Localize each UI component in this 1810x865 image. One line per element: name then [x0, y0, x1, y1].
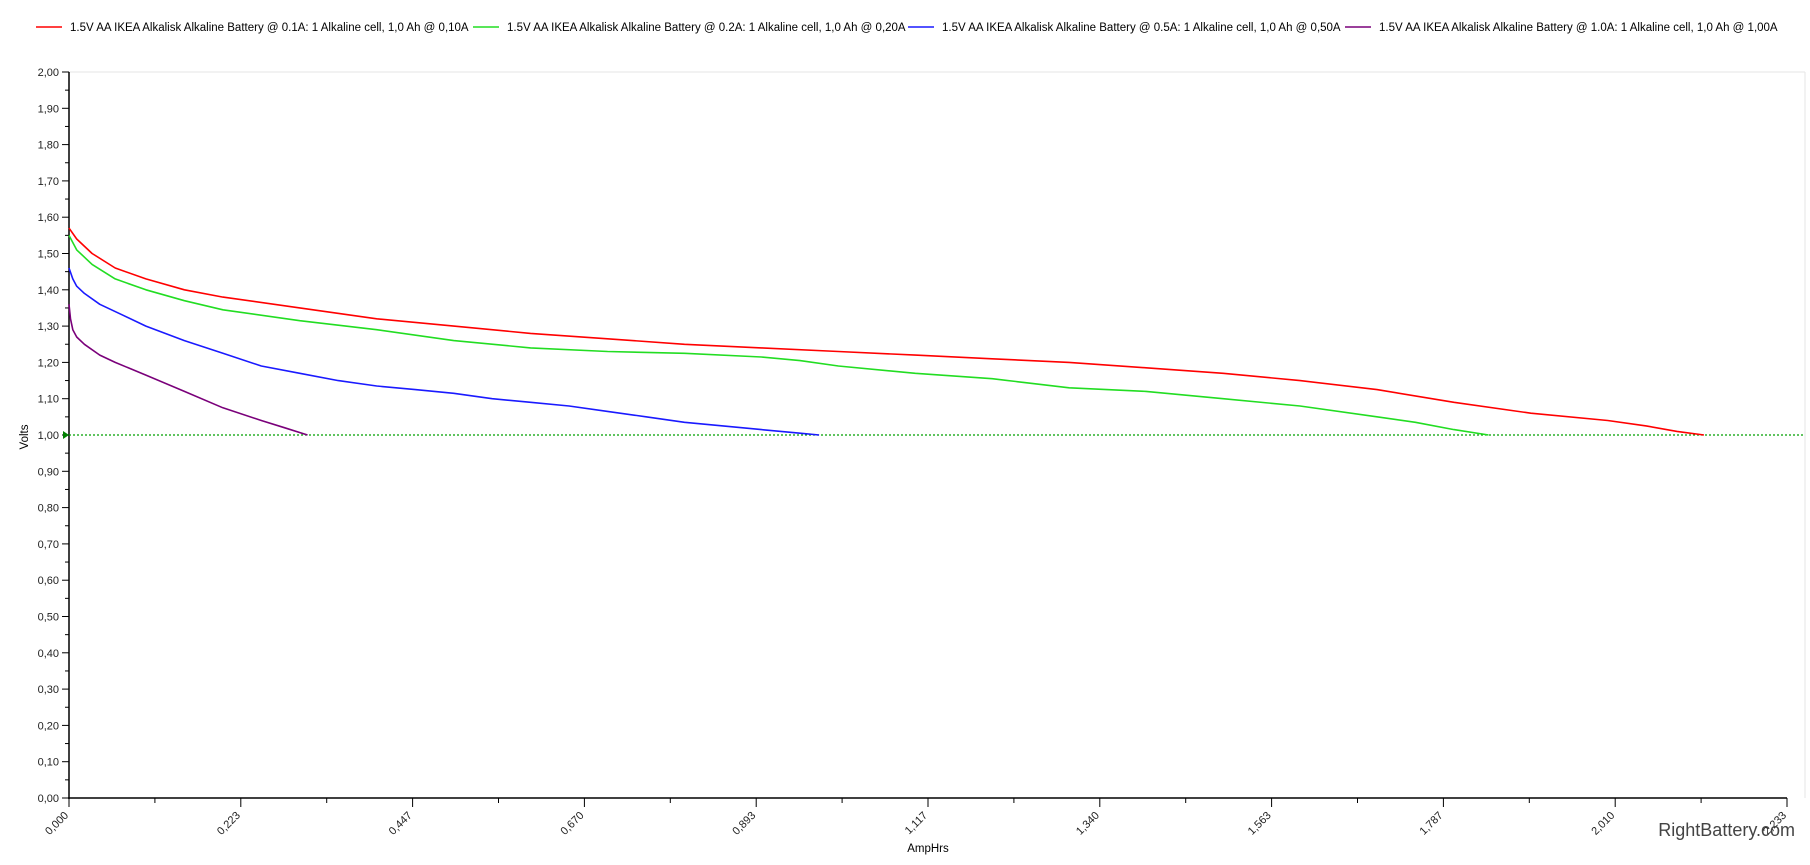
x-tick-label: 1,340: [1074, 810, 1102, 838]
y-tick-label: 1,40: [38, 285, 59, 297]
y-tick-label: 0,50: [38, 612, 59, 624]
y-tick-label: 1,20: [38, 357, 59, 369]
series-line-2: [68, 235, 1489, 436]
series-line-1: [68, 227, 1705, 436]
x-tick-label: 0,000: [43, 810, 71, 838]
series-line-3: [68, 267, 820, 436]
x-tick-label: 0,670: [559, 810, 587, 838]
y-tick-label: 1,60: [38, 212, 59, 224]
legend-label-1: 1.5V AA IKEA Alkalisk Alkaline Battery @…: [70, 22, 469, 34]
series-group: [68, 227, 1705, 436]
legend-label-2: 1.5V AA IKEA Alkalisk Alkaline Battery @…: [507, 22, 906, 34]
y-tick-label: 1,10: [38, 394, 59, 406]
x-tick-label: 1,563: [1246, 810, 1274, 838]
y-tick-label: 1,00: [38, 430, 59, 442]
reference-line-marker: [63, 431, 69, 439]
y-tick-label: 0,60: [38, 575, 59, 587]
series-line-4: [68, 304, 308, 436]
y-tick-label: 0,70: [38, 539, 59, 551]
y-tick-label: 1,80: [38, 140, 59, 152]
watermark-text: RightBattery.com: [1658, 820, 1795, 840]
y-tick-label: 1,70: [38, 176, 59, 188]
x-tick-label: 0,447: [387, 810, 415, 838]
y-tick-label: 0,00: [38, 793, 59, 805]
x-tick-label: 1,117: [903, 810, 930, 837]
legend-label-4: 1.5V AA IKEA Alkalisk Alkaline Battery @…: [1379, 22, 1778, 34]
y-tick-label: 0,80: [38, 503, 59, 515]
y-tick-label: 0,40: [38, 648, 59, 660]
x-tick-label: 1,787: [1418, 810, 1446, 838]
y-tick-label: 1,90: [38, 103, 59, 115]
y-tick-label: 0,20: [38, 720, 59, 732]
legend-label-3: 1.5V AA IKEA Alkalisk Alkaline Battery @…: [942, 22, 1341, 34]
x-tick-label: 2,010: [1589, 810, 1617, 838]
x-tick-label: 0,893: [730, 810, 758, 838]
legend: 1.5V AA IKEA Alkalisk Alkaline Battery @…: [36, 22, 1778, 34]
y-tick-label: 1,50: [38, 249, 59, 261]
x-axis: 0,000 0,223 0,447 0,670 0,893 1,117 1,340 1,563…: [43, 797, 1789, 838]
y-axis-title: Volts: [19, 424, 31, 449]
y-tick-label: 0,90: [38, 466, 59, 478]
y-tick-label: 2,00: [38, 67, 59, 79]
reference-line-group: [63, 431, 1805, 439]
y-tick-label: 0,10: [38, 757, 59, 769]
x-tick-label: 0,223: [215, 810, 243, 838]
y-tick-label: 1,30: [38, 321, 59, 333]
y-tick-label: 0,30: [38, 684, 59, 696]
x-axis-title: AmpHrs: [907, 843, 949, 855]
